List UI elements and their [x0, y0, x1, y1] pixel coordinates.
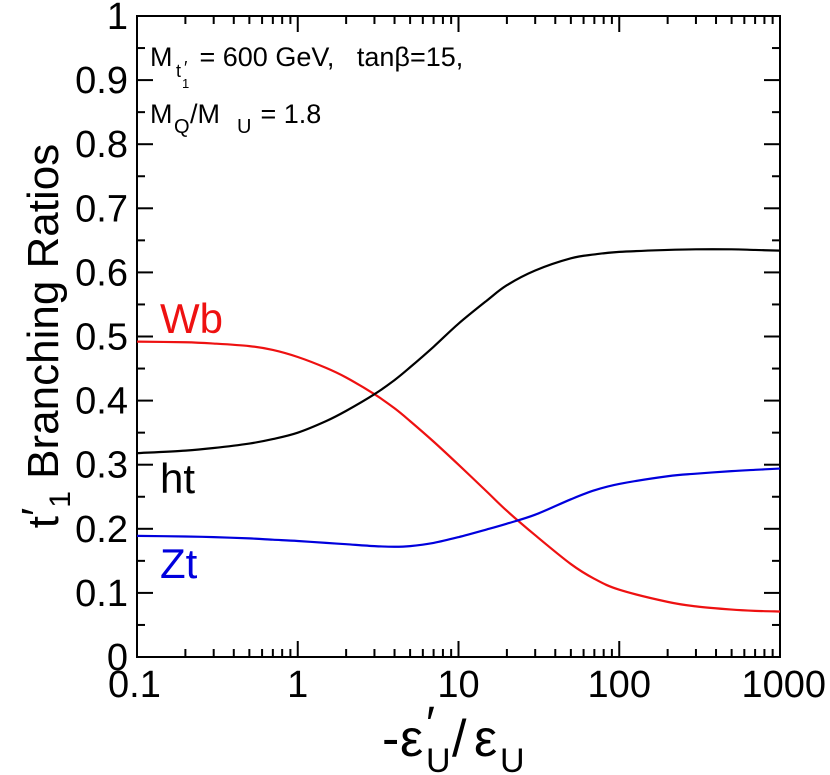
y-label-prime: ′ — [13, 508, 62, 516]
x-label-prime: ′ — [426, 698, 435, 751]
x-tick-label: 1000 — [741, 664, 826, 706]
x-tick-label: 100 — [588, 664, 651, 706]
x-tick-label: 1 — [287, 664, 308, 706]
annotation-rest-1: = 600 GeV, tanβ=15, — [192, 42, 463, 72]
annotation-sub-t: t — [176, 61, 181, 81]
x-label-slash: / — [452, 710, 467, 768]
y-tick-label: 0.2 — [75, 509, 128, 551]
x-label-eps-2: ε — [474, 710, 497, 768]
y-tick-label: 0.9 — [75, 60, 128, 102]
y-label-sub: 1 — [44, 491, 77, 508]
annotation-slash-m: /M — [190, 99, 220, 129]
annotation-sub-q: Q — [174, 116, 190, 138]
y-label-t: t — [19, 516, 68, 528]
y-tick-label: 0.3 — [75, 445, 128, 487]
series-label-ht: ht — [160, 455, 195, 502]
annotation-sub-u: U — [237, 116, 251, 138]
annotation-m-q: M — [150, 99, 173, 129]
y-tick-label: 0.7 — [75, 188, 128, 230]
y-axis-label: t′1 Branching Ratios — [13, 144, 77, 528]
y-tick-label: 1 — [107, 0, 128, 38]
annotation-line-1: M t ′ 1 = 600 GeV, tanβ=15, — [150, 42, 463, 94]
x-tick-label: 0.1 — [108, 664, 161, 706]
annotation-line-2: M Q /M U = 1.8 — [150, 99, 321, 139]
x-label-sub-u-2: U — [500, 742, 525, 775]
series-line-ht — [136, 248, 781, 455]
series-line-wb — [136, 340, 781, 613]
svg-text:t′1 Branching Ratios: t′1 Branching Ratios — [13, 144, 77, 528]
annotation-sub-one: 1 — [182, 76, 189, 91]
axis-tick-labels: 0.1 1 10 100 100000.10.20.30.40.50.60.70.80.… — [75, 0, 826, 706]
axis-ticks — [136, 15, 781, 658]
y-tick-label: 0.8 — [75, 124, 128, 166]
x-label-sub-u-1: U — [426, 742, 451, 775]
annotation-sub-prime: ′ — [184, 58, 188, 78]
annotation-m: M — [150, 42, 173, 72]
y-label-rest: Branching Ratios — [19, 144, 68, 491]
x-label-eps-1: ε — [400, 710, 423, 768]
series-label-wb: Wb — [160, 295, 223, 342]
series-group — [136, 248, 781, 613]
y-tick-label: 0.5 — [75, 317, 128, 359]
x-tick-label: 10 — [437, 664, 479, 706]
series-label-zt: Zt — [160, 540, 198, 587]
plot-frame — [136, 15, 781, 658]
x-label-minus: - — [382, 710, 399, 768]
y-tick-label: 0.6 — [75, 252, 128, 294]
annotation-rest-2: = 1.8 — [253, 99, 321, 129]
y-tick-label: 0.4 — [75, 381, 128, 423]
y-tick-label: 0 — [107, 637, 128, 679]
x-axis-label: - ε ′ U / ε U — [382, 698, 525, 775]
series-line-zt — [136, 467, 781, 548]
y-tick-label: 0.1 — [75, 573, 128, 615]
